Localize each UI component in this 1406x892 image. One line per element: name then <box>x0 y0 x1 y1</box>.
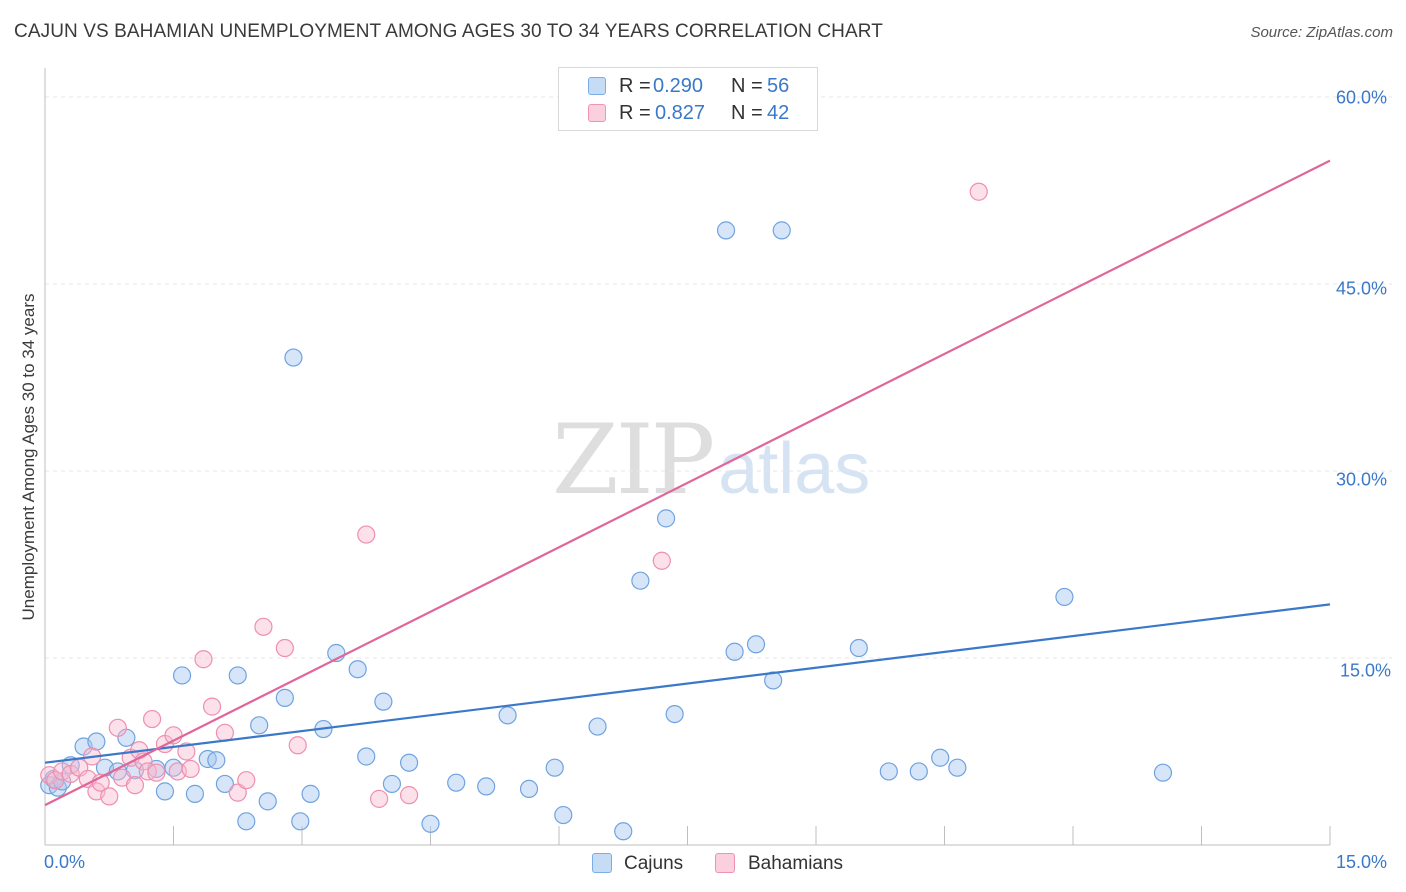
point-bahamians-9 <box>100 787 119 806</box>
trendline-cajuns <box>44 603 1331 764</box>
point-cajuns-40 <box>554 805 573 825</box>
point-cajuns-26 <box>301 784 320 803</box>
point-cajuns-19 <box>228 666 247 685</box>
point-cajuns-43 <box>631 571 650 590</box>
point-bahamians-13 <box>125 776 145 795</box>
point-cajuns-6 <box>87 732 106 751</box>
y-tick-label-30: 30.0% <box>1336 469 1388 490</box>
stats-r-label: R = <box>619 102 651 124</box>
point-bahamians-36 <box>969 182 988 201</box>
point-bahamians-28 <box>237 771 256 790</box>
point-cajuns-30 <box>357 747 376 766</box>
point-cajuns-37 <box>498 706 517 725</box>
legend-label-cajuns: Cajuns <box>624 853 684 874</box>
point-cajuns-23 <box>275 688 294 707</box>
point-cajuns-51 <box>849 638 868 658</box>
point-bahamians-27 <box>228 783 247 802</box>
point-cajuns-21 <box>250 716 269 735</box>
point-cajuns-50 <box>772 221 791 240</box>
point-cajuns-22 <box>258 792 277 811</box>
point-cajuns-57 <box>1153 763 1173 782</box>
point-bahamians-29 <box>254 617 273 636</box>
point-bahamians-30 <box>275 638 294 658</box>
point-cajuns-42 <box>614 822 633 841</box>
point-cajuns-41 <box>588 717 607 736</box>
point-cajuns-38 <box>519 779 539 799</box>
stats-r-value: 0.827 <box>655 102 706 124</box>
point-cajuns-53 <box>909 762 928 781</box>
point-bahamians-23 <box>181 759 200 779</box>
stats-r-value: 0.290 <box>653 75 704 97</box>
point-cajuns-48 <box>746 635 766 654</box>
point-bahamians-35 <box>652 551 671 570</box>
stats-box: R = 0.290 N = 56 R = 0.827 N = 42 <box>558 67 818 131</box>
legend-item-cajuns[interactable]: Cajuns <box>592 852 702 876</box>
y-tick-label-15: 15.0% <box>1340 660 1392 681</box>
point-cajuns-46 <box>716 221 736 240</box>
point-cajuns-14 <box>172 666 192 685</box>
point-cajuns-33 <box>399 753 419 772</box>
point-cajuns-32 <box>382 774 402 794</box>
point-cajuns-36 <box>477 777 496 796</box>
stats-swatch-cajuns <box>588 77 606 95</box>
point-bahamians-18 <box>147 763 166 782</box>
point-cajuns-17 <box>207 751 226 770</box>
stats-n-label: N = <box>731 102 763 124</box>
stats-row-bahamians: R = 0.827 N = 42 <box>559 100 817 126</box>
point-cajuns-25 <box>291 812 310 831</box>
legend-item-bahamians[interactable]: Bahamians <box>715 852 865 876</box>
point-bahamians-10 <box>108 718 127 737</box>
stats-n-value: 42 <box>767 102 790 124</box>
point-cajuns-34 <box>421 814 440 833</box>
axes <box>44 68 1331 846</box>
point-bahamians-25 <box>202 697 222 716</box>
chart-title: CAJUN VS BAHAMIAN UNEMPLOYMENT AMONG AGE… <box>14 21 883 42</box>
point-bahamians-33 <box>370 789 389 808</box>
point-cajuns-54 <box>931 748 950 767</box>
point-cajuns-18 <box>215 774 234 794</box>
point-cajuns-44 <box>656 509 676 528</box>
grid-lines <box>45 96 1392 659</box>
point-cajuns-39 <box>545 758 564 777</box>
point-cajuns-52 <box>879 762 898 781</box>
point-bahamians-17 <box>142 709 162 729</box>
point-bahamians-22 <box>177 742 196 761</box>
trendline-bahamians <box>44 159 1331 807</box>
x-tick-label-max: 15.0% <box>1336 852 1388 872</box>
stats-row-cajuns: R = 0.290 N = 56 <box>559 73 817 99</box>
point-cajuns-12 <box>155 782 175 801</box>
y-tick-label-45: 45.0% <box>1336 278 1388 299</box>
stats-r-label: R = <box>619 75 651 97</box>
point-cajuns-55 <box>948 758 967 777</box>
point-bahamians-32 <box>357 525 376 544</box>
legend-label-bahamians: Bahamians <box>748 853 844 874</box>
point-cajuns-24 <box>284 348 303 367</box>
data-points <box>40 182 1173 841</box>
point-cajuns-31 <box>374 692 393 711</box>
stats-n-value: 56 <box>767 75 790 97</box>
y-tick-label-60: 60.0% <box>1336 87 1388 108</box>
point-cajuns-29 <box>348 660 367 679</box>
point-cajuns-45 <box>665 704 684 724</box>
trend-lines <box>44 159 1331 807</box>
point-cajuns-47 <box>725 642 744 661</box>
point-bahamians-34 <box>399 786 419 805</box>
point-cajuns-35 <box>447 773 466 792</box>
legend-swatch-cajuns <box>592 853 612 873</box>
x-tick-label-min: 0.0% <box>44 852 86 872</box>
stats-swatch-bahamians <box>588 104 606 122</box>
point-cajuns-15 <box>185 784 205 803</box>
point-cajuns-20 <box>237 812 256 831</box>
legend-swatch-bahamians <box>715 853 735 873</box>
point-bahamians-31 <box>288 736 307 755</box>
source-label: Source: ZipAtlas.com <box>1250 24 1393 41</box>
stats-n-label: N = <box>731 75 763 97</box>
point-cajuns-56 <box>1055 587 1074 607</box>
point-bahamians-24 <box>194 650 213 669</box>
